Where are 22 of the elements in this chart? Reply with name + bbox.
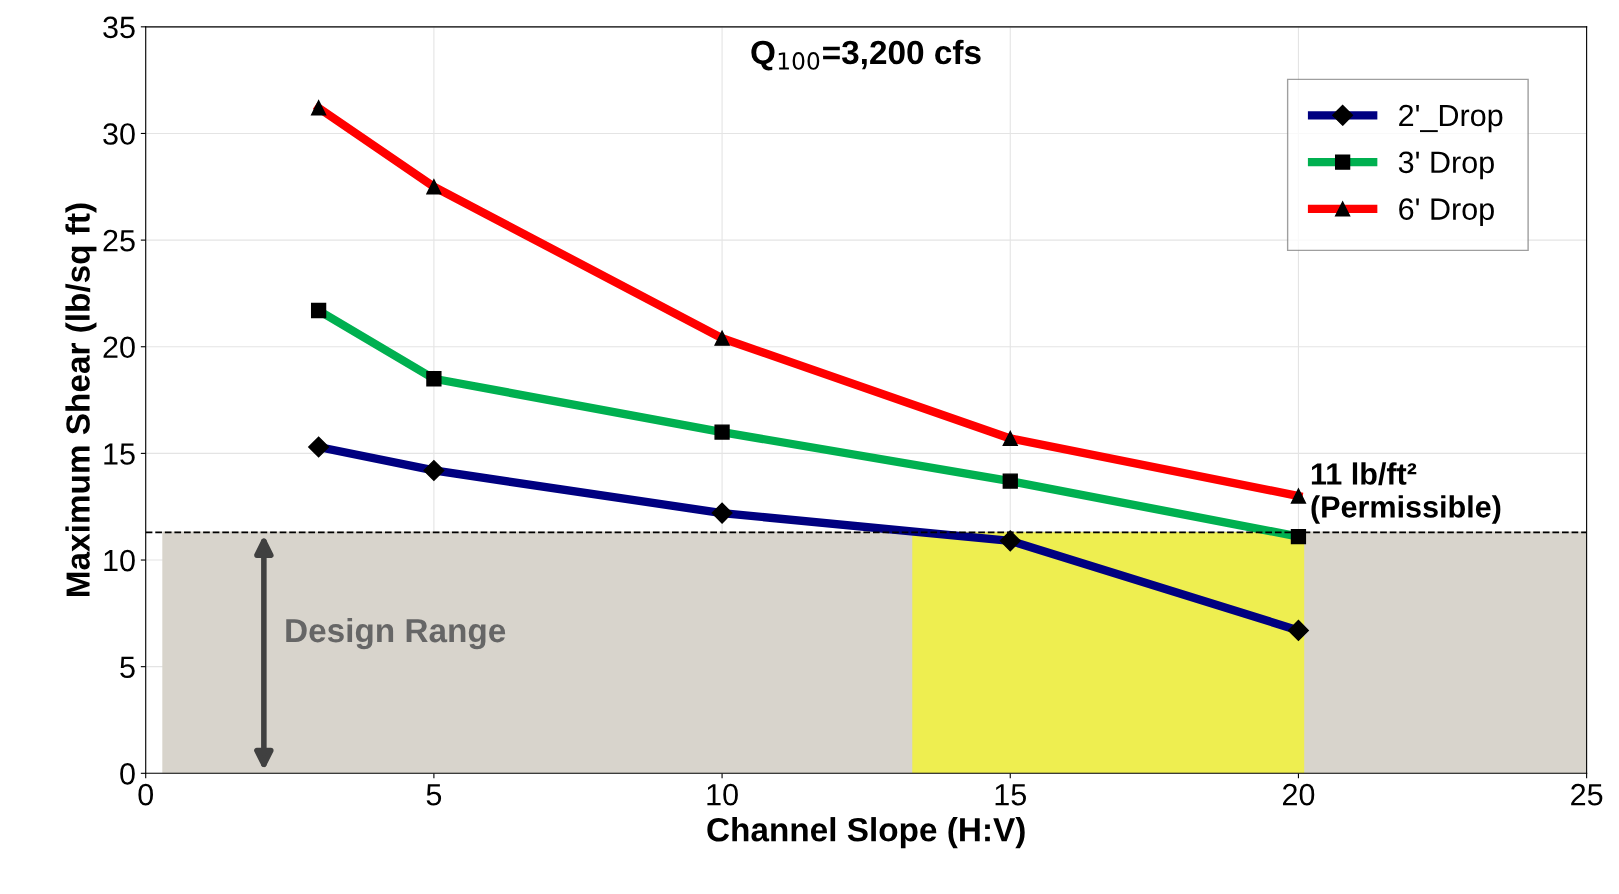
x-tick-label: 15 [995, 784, 1026, 806]
x-tick-label: 10 [707, 783, 738, 806]
x-axis-title: Channel Slope (H:V) [707, 817, 1025, 849]
y-tick-label: 20 [103, 336, 135, 359]
ref-line-label: 11 lb/ft² (Permissible) [1311, 462, 1501, 524]
y-tick-label: 35 [103, 16, 135, 39]
x-tick-label: 25 [1571, 783, 1603, 806]
y-tick-label: 15 [104, 443, 135, 465]
x-tick-label: 0 [138, 783, 154, 806]
y-tick-label: 0 [120, 763, 135, 785]
legend-label: 6' Drop [1399, 198, 1494, 226]
x-tick-label: 20 [1282, 783, 1315, 806]
x-tick-label: 5 [426, 784, 442, 806]
y-tick-label: 10 [104, 549, 135, 572]
legend-label: 3' Drop [1398, 151, 1494, 180]
y-tick-label: 5 [120, 656, 135, 679]
band-label: Design Range [286, 617, 506, 650]
y-tick-label: 30 [103, 123, 135, 145]
y-axis-title: Maximum Shear (lb/sq ft) [65, 203, 97, 596]
chart-title: Q$_{100}$=3,200 cfs [751, 39, 981, 71]
legend-label: 2'_Drop [1399, 104, 1503, 133]
y-tick-label: 25 [103, 229, 135, 252]
